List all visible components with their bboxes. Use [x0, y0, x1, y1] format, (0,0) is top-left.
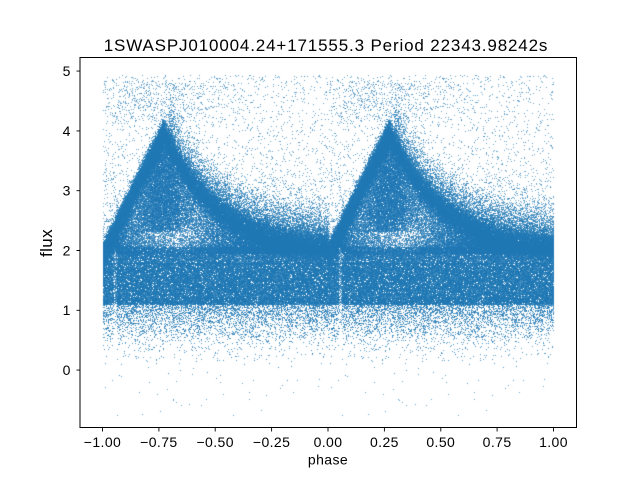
svg-text:5: 5 — [63, 63, 71, 79]
svg-text:1: 1 — [63, 302, 71, 318]
svg-text:0: 0 — [63, 362, 71, 378]
svg-text:phase: phase — [308, 452, 348, 468]
svg-text:−1.00: −1.00 — [84, 434, 121, 450]
svg-text:4: 4 — [63, 123, 71, 139]
svg-text:2: 2 — [63, 242, 71, 258]
svg-text:−0.25: −0.25 — [253, 434, 290, 450]
svg-text:0.75: 0.75 — [483, 434, 512, 450]
svg-text:1.00: 1.00 — [539, 434, 568, 450]
svg-text:1SWASPJ010004.24+171555.3 Peri: 1SWASPJ010004.24+171555.3 Period 22343.9… — [104, 36, 549, 55]
svg-text:0.50: 0.50 — [426, 434, 455, 450]
svg-text:−0.50: −0.50 — [196, 434, 233, 450]
svg-text:3: 3 — [63, 183, 71, 199]
svg-text:0.00: 0.00 — [314, 434, 343, 450]
svg-text:0.25: 0.25 — [370, 434, 399, 450]
svg-text:−0.75: −0.75 — [140, 434, 177, 450]
svg-text:flux: flux — [37, 229, 56, 257]
